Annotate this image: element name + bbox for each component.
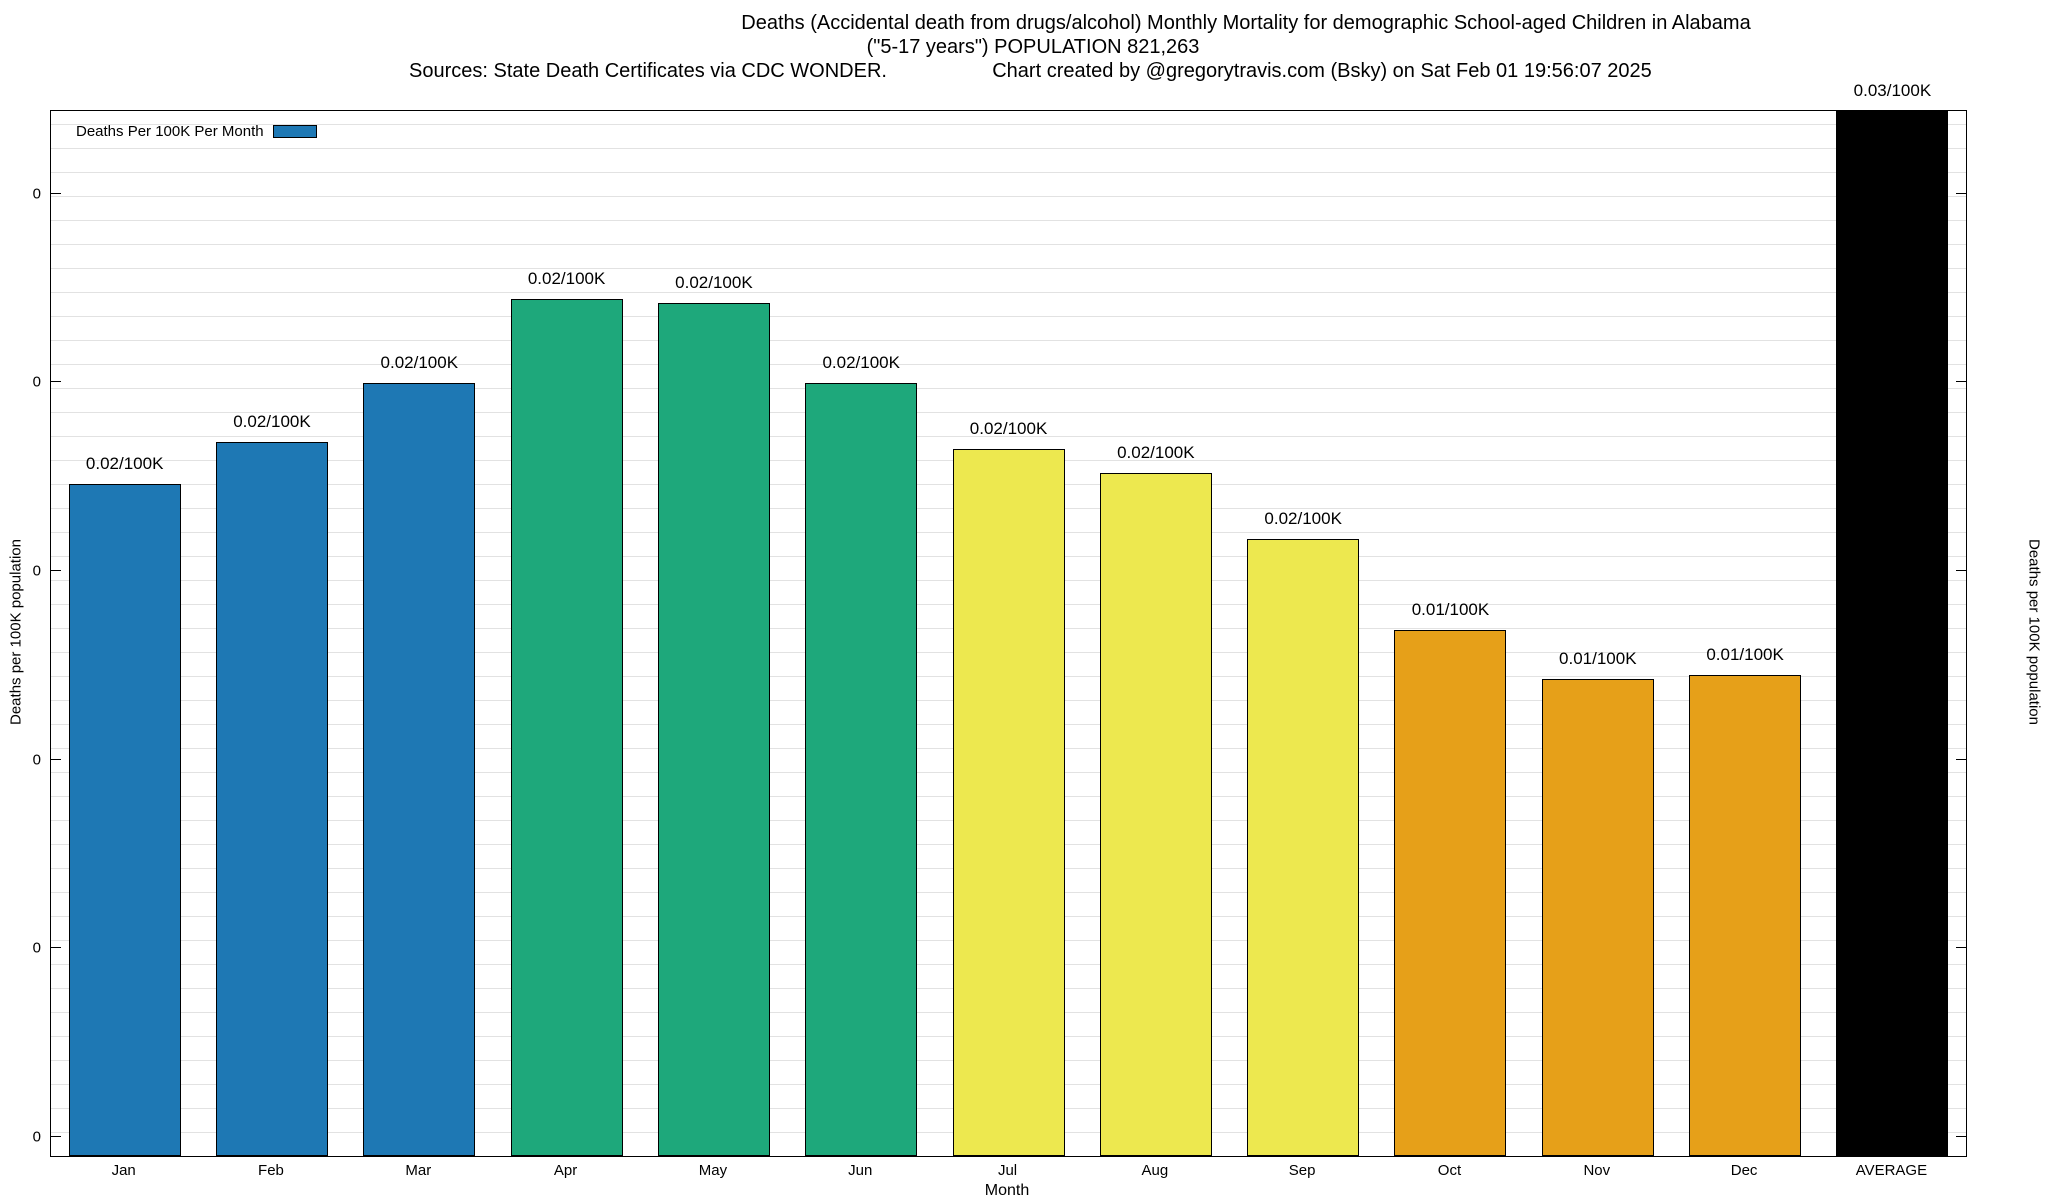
bar-nov: [1541, 678, 1654, 1156]
y-tick-label: 0: [32, 939, 41, 957]
bar-feb: [215, 441, 328, 1156]
bar-slot-aug: 0.02/100K: [1082, 111, 1229, 1156]
y-tick-label: 0: [32, 373, 41, 391]
y-tick-label: 0: [32, 562, 41, 580]
chart-credit-text: Chart created by @gregorytravis.com (Bsk…: [992, 60, 1652, 82]
legend-swatch: [272, 125, 317, 138]
bar-value-label-apr: 0.02/100K: [527, 269, 606, 289]
bar-value-label-nov: 0.01/100K: [1559, 648, 1637, 668]
x-tick-label-average: AVERAGE: [1855, 1162, 1928, 1179]
bar-slot-feb: 0.02/100K: [198, 111, 345, 1156]
y-tick-mark: [1956, 380, 1966, 382]
y-tick-mark: [51, 947, 61, 949]
y-tick-mark: [51, 380, 61, 382]
x-axis-title: Month: [984, 1182, 1030, 1199]
y-tick-mark: [51, 1136, 61, 1138]
bar-average: [1836, 111, 1949, 1156]
y-tick-mark: [1956, 569, 1966, 571]
bar-value-label-jul: 0.02/100K: [969, 418, 1048, 438]
bar-value-label-may: 0.02/100K: [675, 272, 753, 292]
y-tick-label: 0: [32, 751, 41, 769]
x-tick-label-oct: Oct: [1437, 1162, 1462, 1179]
x-tick-label-jan: Jan: [111, 1162, 136, 1179]
x-tick-label-dec: Dec: [1730, 1162, 1758, 1179]
bar-value-label-mar: 0.02/100K: [380, 352, 459, 372]
bar-slot-mar: 0.02/100K: [346, 111, 493, 1156]
bars-container: 0.02/100K 0.02/100K 0.02/100K 0.02/100K 0.02…: [51, 81, 1966, 1156]
y-tick-mark: [1956, 947, 1966, 949]
plot-area: 0.02/100K 0.02/100K 0.02/100K 0.02/100K 0.02…: [33, 81, 1967, 1157]
y-axis-title-right: Deaths per 100K population: [2025, 539, 2043, 725]
bar-slot-jan: 0.02/100K: [51, 111, 198, 1156]
bar-value-label-average: 0.03/100K: [1853, 81, 1932, 100]
bar-value-label-feb: 0.02/100K: [233, 411, 311, 431]
x-tick-label-jun: Jun: [848, 1162, 873, 1179]
bar-oct: [1394, 630, 1507, 1156]
x-tick-label-jul: Jul: [997, 1162, 1018, 1179]
bar-mar: [363, 382, 476, 1156]
bar-slot-average: 0.03/100K: [1819, 81, 1966, 1156]
chart-title-line2: ("5-17 years") POPULATION 821,263: [866, 36, 1200, 58]
y-tick-mark: [51, 192, 61, 194]
bar-slot-dec: 0.01/100K: [1671, 111, 1818, 1156]
bar-value-label-oct: 0.01/100K: [1411, 600, 1490, 620]
chart-title-line1: Deaths (Accidental death from drugs/alco…: [741, 12, 1751, 34]
bar-value-label-dec: 0.01/100K: [1706, 645, 1784, 665]
legend-label: Deaths Per 100K Per Month: [76, 123, 264, 140]
y-tick-mark: [51, 569, 61, 571]
y-tick-mark: [1956, 192, 1966, 194]
bar-slot-sep: 0.02/100K: [1230, 111, 1377, 1156]
bar-sep: [1247, 539, 1360, 1156]
bar-jun: [805, 382, 918, 1156]
x-tick-label-sep: Sep: [1288, 1162, 1316, 1179]
x-tick-label-nov: Nov: [1583, 1162, 1611, 1179]
y-tick-mark: [1956, 758, 1966, 760]
x-tick-label-mar: Mar: [405, 1162, 432, 1179]
x-tick-label-aug: Aug: [1141, 1162, 1169, 1179]
bar-jul: [952, 448, 1065, 1156]
y-tick-mark: [1956, 1136, 1966, 1138]
bar-slot-jul: 0.02/100K: [935, 111, 1082, 1156]
bar-may: [657, 302, 770, 1156]
x-tick-label-feb: Feb: [258, 1162, 284, 1179]
chart-source-text: Sources: State Death Certificates via CD…: [409, 60, 887, 82]
x-axis-tick-labels: Jan Feb Mar Apr May Jun Jul Aug Sep Oct Nov Dec AVER…: [50, 1162, 1965, 1179]
y-tick-label: 0: [32, 1128, 41, 1146]
bar-slot-may: 0.02/100K: [640, 111, 787, 1156]
bar-dec: [1689, 675, 1802, 1156]
bar-apr: [510, 299, 623, 1156]
x-tick-label-apr: Apr: [553, 1162, 578, 1179]
bar-value-label-aug: 0.02/100K: [1117, 443, 1195, 463]
bar-value-label-sep: 0.02/100K: [1264, 509, 1342, 529]
legend: Deaths Per 100K Per Month: [76, 123, 317, 140]
bar-slot-oct: 0.01/100K: [1377, 111, 1524, 1156]
bar-value-label-jan: 0.02/100K: [85, 453, 164, 473]
bar-slot-jun: 0.02/100K: [788, 111, 935, 1156]
bar-slot-nov: 0.01/100K: [1524, 111, 1671, 1156]
bar-jan: [68, 483, 181, 1156]
x-tick-label-may: May: [698, 1162, 728, 1179]
bar-slot-apr: 0.02/100K: [493, 111, 640, 1156]
y-tick-label: 0: [32, 185, 41, 203]
bar-aug: [1099, 473, 1212, 1156]
y-axis-title-left: Deaths per 100K population: [7, 539, 25, 725]
bar-value-label-jun: 0.02/100K: [822, 352, 900, 372]
y-tick-mark: [51, 758, 61, 760]
